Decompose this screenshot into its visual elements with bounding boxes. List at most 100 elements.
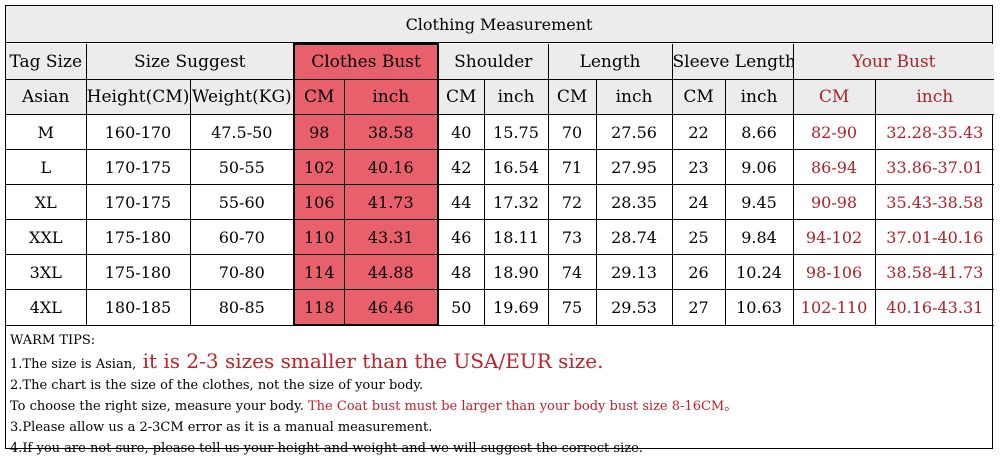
sleeve-cm-cell: 22: [671, 114, 726, 150]
length-inch-cell: 29.13: [595, 254, 673, 290]
measurement-table: Tag Size Size Suggest Clothes Bust Shoul…: [6, 43, 995, 326]
tip-1-prefix: 1.The size is Asian,: [10, 357, 137, 372]
sleeve-cm-cell: 26: [671, 254, 726, 290]
tip-3: 3.Please allow us a 2-3CM error as it is…: [10, 420, 433, 435]
weight-cell: 50-55: [189, 149, 295, 185]
your-bust-inch-cell: 32.28-35.43: [874, 114, 995, 150]
your-bust-inch-subheader: inch: [874, 79, 995, 115]
size-cell: M: [6, 114, 87, 150]
length-cm-subheader: CM: [547, 79, 597, 115]
shoulder-inch-cell: 15.75: [483, 114, 549, 150]
table-row: M 160-170 47.5-50 98 38.58 40 15.75 70 2…: [6, 114, 995, 150]
length-inch-cell: 27.56: [595, 114, 673, 150]
height-cell: 170-175: [85, 149, 191, 185]
shoulder-inch-cell: 16.54: [483, 149, 549, 185]
your-bust-inch-cell: 38.58-41.73: [874, 254, 995, 290]
sleeve-inch-cell: 8.66: [724, 114, 794, 150]
your-bust-cm-cell: 94-102: [792, 219, 876, 255]
shoulder-cm-cell: 44: [437, 184, 485, 220]
size-cell: 4XL: [6, 289, 87, 326]
bust-cm-cell: 118: [293, 289, 345, 326]
tip-2b-highlight: The Coat bust must be larger than your b…: [303, 399, 738, 414]
length-cm-cell: 71: [547, 149, 597, 185]
length-inch-cell: 28.74: [595, 219, 673, 255]
your-bust-inch-cell: 35.43-38.58: [874, 184, 995, 220]
size-suggest-header: Size Suggest: [85, 44, 295, 80]
height-cell: 175-180: [85, 219, 191, 255]
bust-inch-cell: 38.58: [343, 114, 440, 150]
sleeve-cm-cell: 23: [671, 149, 726, 185]
height-subheader: Height(CM): [85, 79, 191, 115]
chart-title: Clothing Measurement: [6, 6, 992, 43]
weight-cell: 70-80: [189, 254, 295, 290]
length-inch-cell: 29.53: [595, 289, 673, 326]
length-header: Length: [547, 44, 673, 80]
asian-subheader: Asian: [6, 79, 87, 115]
tag-size-header: Tag Size: [6, 44, 87, 80]
your-bust-cm-subheader: CM: [792, 79, 876, 115]
bust-inch-cell: 46.46: [343, 289, 440, 326]
bust-cm-cell: 102: [293, 149, 345, 185]
bust-cm-cell: 114: [293, 254, 345, 290]
subheader-row: Asian Height(CM) Weight(KG) CM inch CM i…: [6, 79, 995, 115]
your-bust-cm-cell: 102-110: [792, 289, 876, 326]
tip-1-highlight: it is 2-3 sizes smaller than the USA/EUR…: [136, 349, 604, 373]
table-row: L 170-175 50-55 102 40.16 42 16.54 71 27…: [6, 149, 995, 185]
bust-cm-cell: 98: [293, 114, 345, 150]
size-cell: XXL: [6, 219, 87, 255]
table-row: XL 170-175 55-60 106 41.73 44 17.32 72 2…: [6, 184, 995, 220]
sleeve-inch-cell: 9.84: [724, 219, 794, 255]
shoulder-cm-cell: 46: [437, 219, 485, 255]
length-cm-cell: 74: [547, 254, 597, 290]
tip-2: 2.The chart is the size of the clothes, …: [10, 378, 424, 393]
height-cell: 175-180: [85, 254, 191, 290]
clothes-bust-header: Clothes Bust: [293, 43, 440, 80]
tip-2b: To choose the right size, measure your b…: [10, 396, 986, 417]
bust-inch-cell: 43.31: [343, 219, 440, 255]
height-cell: 160-170: [85, 114, 191, 150]
your-bust-cm-cell: 90-98: [792, 184, 876, 220]
height-cell: 170-175: [85, 184, 191, 220]
bust-cm-cell: 106: [293, 184, 345, 220]
shoulder-inch-cell: 17.32: [483, 184, 549, 220]
sleeve-cm-subheader: CM: [671, 79, 726, 115]
shoulder-cm-cell: 48: [437, 254, 485, 290]
bust-inch-cell: 41.73: [343, 184, 440, 220]
bust-inch-cell: 40.16: [343, 149, 440, 185]
sleeve-inch-cell: 10.63: [724, 289, 794, 326]
shoulder-cm-cell: 40: [437, 114, 485, 150]
shoulder-cm-subheader: CM: [437, 79, 485, 115]
your-bust-inch-cell: 37.01-40.16: [874, 219, 995, 255]
bust-cm-subheader: CM: [293, 79, 345, 115]
length-cm-cell: 70: [547, 114, 597, 150]
sleeve-inch-cell: 9.06: [724, 149, 794, 185]
size-cell: 3XL: [6, 254, 87, 290]
size-chart: Clothing Measurement Tag Size Size Sugge…: [5, 5, 995, 456]
shoulder-cm-cell: 50: [437, 289, 485, 326]
sleeve-cm-cell: 24: [671, 184, 726, 220]
shoulder-cm-cell: 42: [437, 149, 485, 185]
weight-cell: 60-70: [189, 219, 295, 255]
your-bust-header: Your Bust: [792, 44, 995, 80]
your-bust-cm-cell: 82-90: [792, 114, 876, 150]
sleeve-cm-cell: 25: [671, 219, 726, 255]
sleeve-cm-cell: 27: [671, 289, 726, 326]
length-cm-cell: 75: [547, 289, 597, 326]
table-row: XXL 175-180 60-70 110 43.31 46 18.11 73 …: [6, 219, 995, 255]
weight-subheader: Weight(KG): [189, 79, 295, 115]
length-cm-cell: 73: [547, 219, 597, 255]
size-cell: XL: [6, 184, 87, 220]
tip-4: 4.If you are not sure, please tell us yo…: [10, 441, 643, 456]
weight-cell: 47.5-50: [189, 114, 295, 150]
warm-tips: WARM TIPS: 1.The size is Asian, it is 2-…: [6, 326, 992, 459]
shoulder-inch-cell: 18.11: [483, 219, 549, 255]
sleeve-inch-subheader: inch: [724, 79, 794, 115]
bust-inch-subheader: inch: [343, 79, 440, 115]
length-inch-subheader: inch: [595, 79, 673, 115]
height-cell: 180-185: [85, 289, 191, 326]
bust-inch-cell: 44.88: [343, 254, 440, 290]
header-row: Tag Size Size Suggest Clothes Bust Shoul…: [6, 43, 995, 80]
size-cell: L: [6, 149, 87, 185]
table-row: 4XL 180-185 80-85 118 46.46 50 19.69 75 …: [6, 289, 995, 326]
table-row: 3XL 175-180 70-80 114 44.88 48 18.90 74 …: [6, 254, 995, 290]
